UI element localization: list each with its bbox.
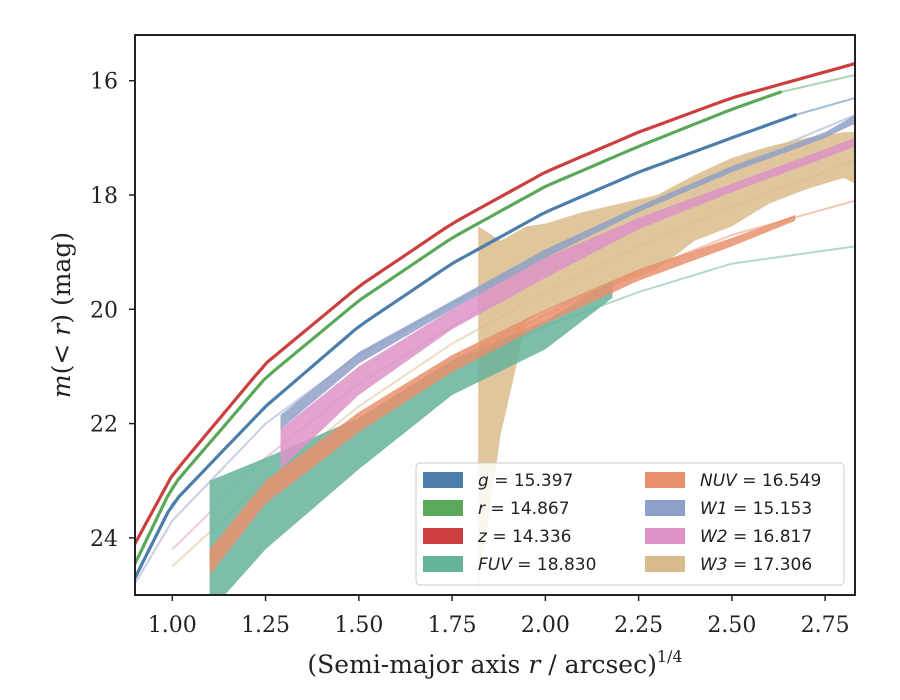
y-tick-label: 18 — [90, 184, 118, 209]
legend-label-fuv: FUV = 18.830 — [478, 555, 596, 575]
legend-label-w3: W3 = 17.306 — [700, 555, 812, 575]
y-axis-label: m(< r) (mag) — [47, 232, 76, 398]
x-axis: 1.00 1.25 1.50 1.75 2.00 2.25 2.50 2.75 — [148, 595, 850, 638]
legend-label-g: g = 15.397 — [478, 471, 573, 491]
legend-swatch-fuv — [423, 556, 463, 572]
legend-label-z: z = 14.336 — [477, 527, 571, 547]
x-tick-label: 2.25 — [614, 613, 663, 638]
legend: g = 15.397 r = 14.867 z = 14.336 FUV = 18.8… — [415, 462, 845, 586]
x-tick-label: 1.25 — [241, 613, 290, 638]
profile-band-fuv — [209, 280, 613, 595]
x-tick-label: 1.00 — [148, 613, 197, 638]
legend-box — [415, 462, 845, 586]
legend-swatch-w1 — [645, 500, 685, 516]
legend-swatch-w2 — [645, 528, 685, 544]
plot-frame — [134, 34, 856, 596]
legend-label-w1: W1 = 15.153 — [700, 499, 812, 519]
x-tick-label: 2.50 — [707, 613, 756, 638]
legend-label-r: r = 14.867 — [478, 499, 570, 519]
x-tick-label: 1.75 — [428, 613, 477, 638]
profile-line-z — [135, 62, 855, 546]
x-axis-label: (Semi-major axis r / arcsec)1/4 — [307, 647, 682, 679]
legend-label-nuv: NUV = 16.549 — [700, 471, 821, 491]
legend-swatch-z — [423, 528, 463, 544]
x-tick-label: 2.75 — [801, 613, 850, 638]
y-tick-label: 22 — [90, 413, 118, 438]
y-axis: 16 18 20 22 24 — [90, 70, 135, 552]
profile-line-r — [135, 90, 782, 566]
legend-label-w2: W2 = 16.817 — [700, 527, 812, 547]
x-tick-label: 2.00 — [521, 613, 570, 638]
y-tick-label: 16 — [90, 70, 118, 95]
y-tick-label: 20 — [90, 298, 118, 323]
profile-band-w1 — [280, 115, 855, 430]
x-tick-label: 1.50 — [334, 613, 383, 638]
legend-swatch-w3 — [645, 556, 685, 572]
legend-swatch-g — [423, 472, 463, 488]
legend-swatch-r — [423, 500, 463, 516]
series-layer — [135, 62, 855, 595]
profile-line-g — [135, 113, 797, 580]
y-tick-label: 24 — [90, 527, 118, 552]
legend-swatch-nuv — [645, 472, 685, 488]
